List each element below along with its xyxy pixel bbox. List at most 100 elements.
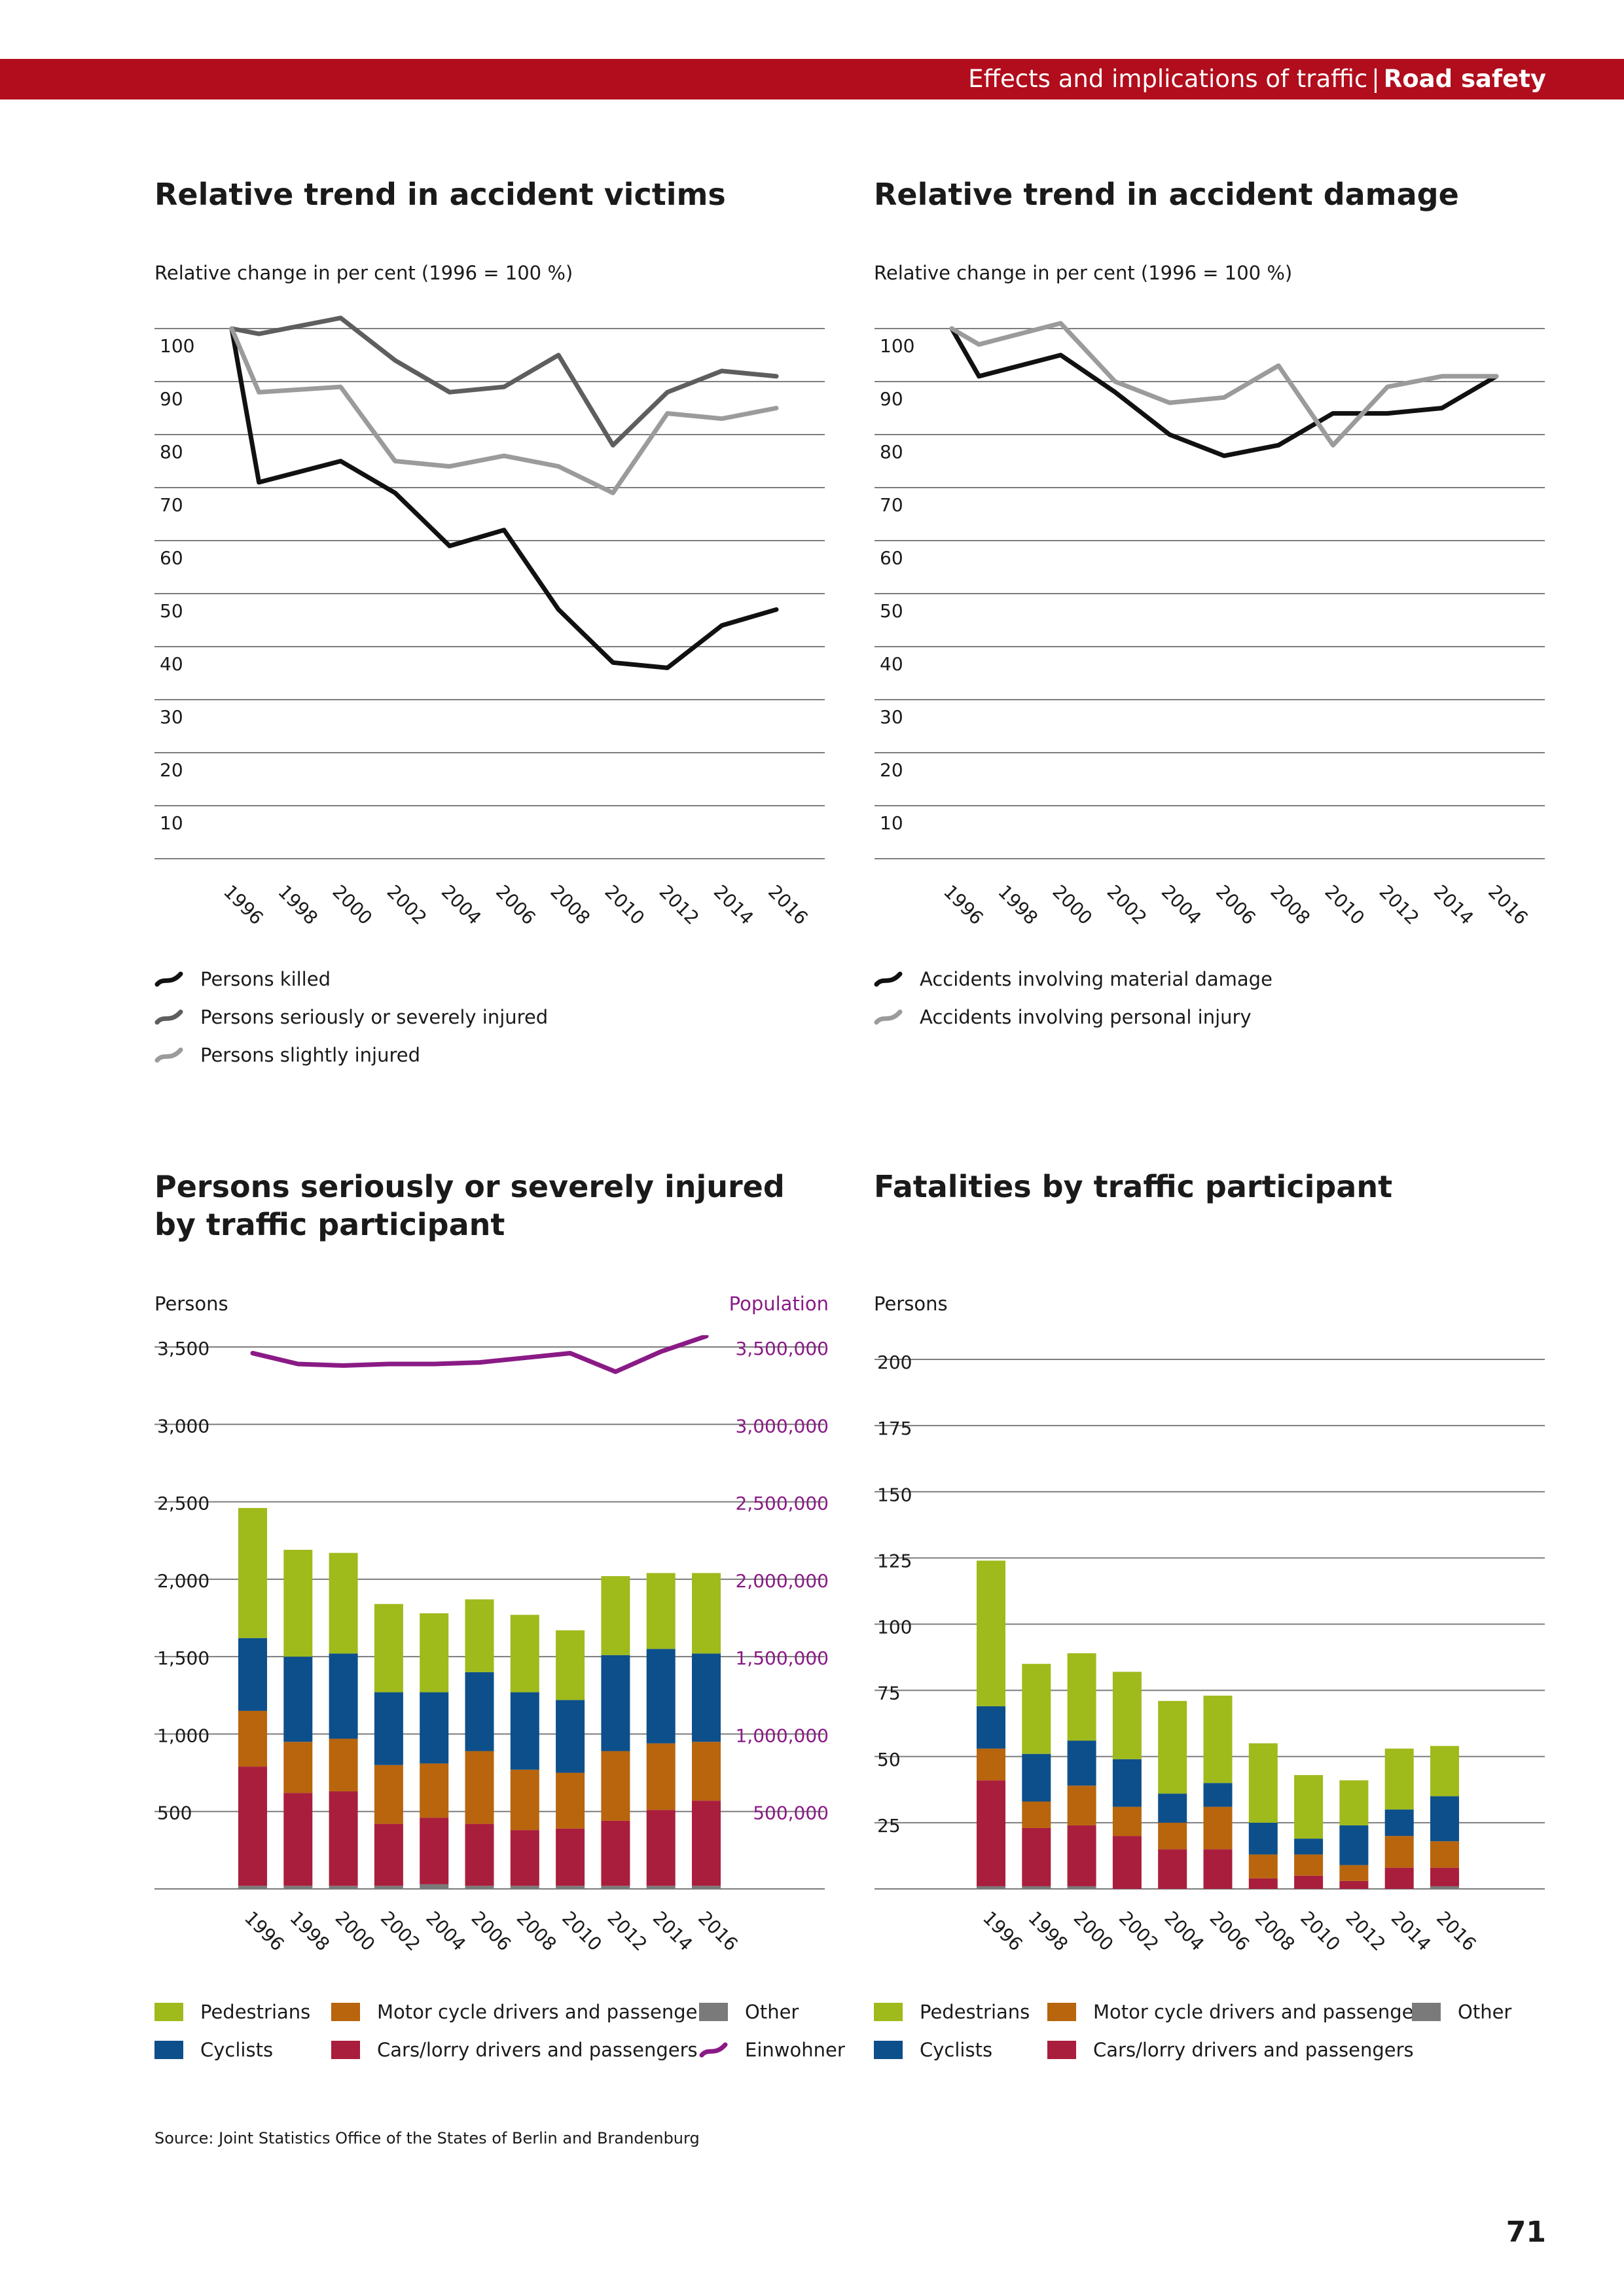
x-tick-label: 2004 xyxy=(437,881,486,929)
legend-label-material: Accidents involving material damage xyxy=(920,966,1272,992)
bar-segment xyxy=(647,1744,676,1810)
bar-segment xyxy=(1158,1823,1187,1849)
y-tick-label: 100 xyxy=(877,1617,912,1638)
bar-segment xyxy=(374,1886,403,1889)
legend-line-personal-icon xyxy=(874,1008,903,1026)
x-tick-label: 2012 xyxy=(1341,1907,1390,1956)
bar-segment xyxy=(692,1886,721,1889)
bar-segment xyxy=(238,1886,267,1889)
bar-segment xyxy=(374,1765,403,1824)
bar-segment xyxy=(283,1886,312,1889)
bar-segment xyxy=(1294,1839,1323,1854)
bar-segment xyxy=(1385,1868,1414,1889)
x-tick-label: 1998 xyxy=(274,881,322,929)
bar-segment xyxy=(1430,1841,1459,1867)
y-tick-label: 175 xyxy=(877,1418,912,1439)
x-tick-label: 2000 xyxy=(1070,1907,1118,1956)
bar-segment xyxy=(1113,1672,1142,1759)
bar-segment xyxy=(283,1657,312,1742)
bar-segment xyxy=(1339,1780,1368,1825)
bar-segment xyxy=(1430,1746,1459,1797)
bar-segment xyxy=(1158,1849,1187,1889)
x-tick-label: 2014 xyxy=(649,1907,697,1956)
x-tick-label: 1996 xyxy=(219,881,268,929)
y-tick-label: 2,500 xyxy=(157,1493,209,1515)
page-number: 71 xyxy=(1506,2215,1546,2249)
bar-segment xyxy=(977,1749,1005,1781)
y-tick-label: 40 xyxy=(880,653,903,675)
x-tick-label: 2008 xyxy=(1251,1907,1299,1956)
victims-subtitle: Relative change in per cent (1996 = 100 … xyxy=(154,262,573,284)
bar-segment xyxy=(1339,1865,1368,1881)
bar-segment xyxy=(1068,1740,1096,1785)
legend-label-personal: Accidents involving personal injury xyxy=(920,1004,1252,1030)
injured-title-line2: by traffic participant xyxy=(154,1206,505,1244)
bar-segment xyxy=(977,1780,1005,1886)
header-section: Effects and implications of traffic xyxy=(968,65,1367,93)
y-tick-label: 150 xyxy=(877,1484,912,1505)
legend-line-slight-icon xyxy=(154,1046,183,1064)
y-tick-label: 25 xyxy=(877,1815,901,1837)
damage-chart: 1020304050607080901001996 1998 2000 2002 200… xyxy=(851,314,1564,942)
f-legend-label-cyclists: Cyclists xyxy=(920,2037,992,2063)
bar-segment xyxy=(601,1886,630,1889)
f-legend-swatch-pedestrians xyxy=(874,2003,903,2021)
bar-segment xyxy=(465,1751,494,1823)
y-tick-label: 100 xyxy=(880,335,914,357)
bar-segment xyxy=(1068,1785,1096,1825)
y-tick-label: 60 xyxy=(160,547,183,569)
y-tick-label: 1,500 xyxy=(157,1647,209,1669)
x-tick-label: 2002 xyxy=(1115,1907,1163,1956)
x-tick-label: 1998 xyxy=(285,1907,334,1956)
f-legend-swatch-motorcycle xyxy=(1047,2003,1076,2021)
series-line-1 xyxy=(952,329,1496,456)
y-tick-label: 20 xyxy=(160,759,183,781)
bar-segment xyxy=(601,1576,630,1655)
bar-segment xyxy=(601,1821,630,1886)
legend-label-serious: Persons seriously or severely injured xyxy=(200,1004,548,1030)
legend-swatch-motorcycle xyxy=(331,2003,360,2021)
y-tick-label: 50 xyxy=(877,1749,901,1770)
y-tick-label: 200 xyxy=(877,1352,912,1373)
y-tick-label: 3,500 xyxy=(157,1338,209,1359)
source-note: Source: Joint Statistics Office of the S… xyxy=(154,2129,700,2147)
bar-segment xyxy=(420,1884,448,1889)
bar-segment xyxy=(1430,1868,1459,1886)
bar-segment xyxy=(511,1770,539,1830)
bar-segment xyxy=(1249,1744,1278,1823)
y-tick-label: 90 xyxy=(160,388,183,410)
x-tick-label: 2006 xyxy=(467,1907,516,1956)
x-tick-label: 2010 xyxy=(1296,1907,1344,1956)
x-tick-label: 2016 xyxy=(694,1907,742,1956)
y-tick-label: 125 xyxy=(877,1550,912,1571)
y-tick-label: 1,000 xyxy=(157,1725,209,1746)
x-tick-label: 2016 xyxy=(1432,1907,1481,1956)
bar-segment xyxy=(374,1693,403,1765)
x-tick-label: 2006 xyxy=(1212,881,1260,929)
y-tick-label: 60 xyxy=(880,547,903,569)
bar-segment xyxy=(1385,1836,1414,1868)
x-tick-label: 2008 xyxy=(513,1907,561,1956)
injured-right-axis-label: Population xyxy=(713,1293,829,1315)
legend-swatch-cyclists xyxy=(154,2041,183,2059)
population-line xyxy=(253,1336,706,1371)
bar-segment xyxy=(556,1886,585,1889)
bar-segment xyxy=(1385,1810,1414,1836)
bar-segment xyxy=(420,1693,448,1764)
bar-segment xyxy=(238,1638,267,1711)
x-tick-label: 2000 xyxy=(331,1907,380,1956)
legend-line-population-icon xyxy=(699,2041,728,2059)
legend-label-other: Other xyxy=(745,1999,799,2025)
bar-segment xyxy=(1068,1886,1096,1889)
x-tick-label: 2010 xyxy=(558,1907,606,1956)
bar-segment xyxy=(374,1824,403,1886)
y-tick-label: 20 xyxy=(880,759,903,781)
bar-segment xyxy=(511,1615,539,1692)
bar-segment xyxy=(465,1672,494,1751)
y-tick-label: 10 xyxy=(880,812,903,834)
bar-segment xyxy=(1113,1759,1142,1807)
legend-label-cyclists: Cyclists xyxy=(200,2037,273,2063)
bar-segment xyxy=(1204,1696,1233,1783)
x-tick-label: 2000 xyxy=(328,881,376,929)
victims-title: Relative trend in accident victims xyxy=(154,175,726,213)
